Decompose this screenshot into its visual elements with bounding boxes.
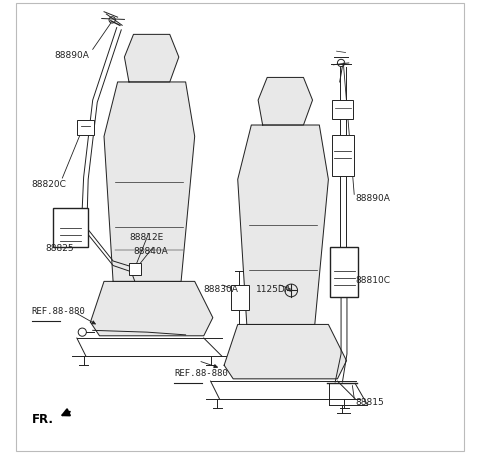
Text: 88840A: 88840A xyxy=(133,247,168,256)
Text: 1125DA: 1125DA xyxy=(256,284,292,293)
Polygon shape xyxy=(104,83,195,282)
FancyBboxPatch shape xyxy=(231,286,249,310)
FancyBboxPatch shape xyxy=(330,248,358,298)
FancyBboxPatch shape xyxy=(77,121,94,136)
Polygon shape xyxy=(224,325,347,379)
Text: 88830A: 88830A xyxy=(204,284,239,293)
Text: FR.: FR. xyxy=(32,412,53,425)
Text: 88812E: 88812E xyxy=(129,233,163,242)
Text: REF.88-880: REF.88-880 xyxy=(174,369,228,378)
Polygon shape xyxy=(258,78,312,126)
FancyBboxPatch shape xyxy=(53,208,88,248)
Text: 88810C: 88810C xyxy=(356,275,391,284)
Text: 88815: 88815 xyxy=(356,397,384,406)
Polygon shape xyxy=(90,282,213,336)
Text: REF.88-880: REF.88-880 xyxy=(32,307,85,316)
Text: 88890A: 88890A xyxy=(54,51,89,60)
FancyBboxPatch shape xyxy=(332,136,354,177)
Text: 88890A: 88890A xyxy=(356,194,390,202)
Text: 88825: 88825 xyxy=(45,243,74,253)
FancyBboxPatch shape xyxy=(333,101,353,120)
Polygon shape xyxy=(238,126,328,325)
FancyBboxPatch shape xyxy=(130,264,141,275)
Text: 88820C: 88820C xyxy=(32,180,66,189)
Polygon shape xyxy=(124,35,179,83)
